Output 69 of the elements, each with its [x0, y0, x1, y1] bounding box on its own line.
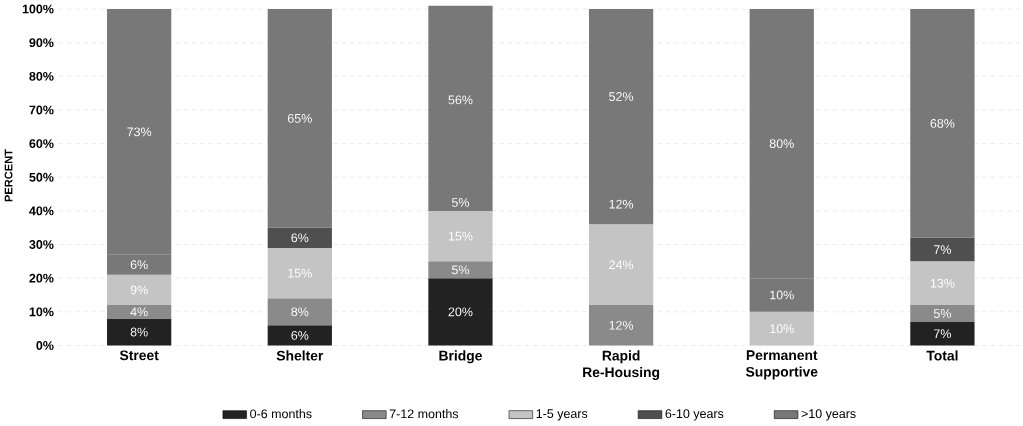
bar — [588, 305, 654, 346]
bar — [267, 325, 332, 346]
bar — [428, 261, 493, 279]
legend-label: 7-12 months — [389, 409, 459, 419]
y-tick-label: 10% — [29, 307, 54, 317]
data-label: 13% — [930, 278, 955, 288]
bar — [107, 274, 172, 306]
data-label: 10% — [770, 324, 794, 334]
bar — [910, 237, 975, 262]
y-tick-label: 20% — [29, 273, 54, 283]
data-label: 5% — [451, 265, 470, 275]
x-tick-label: Shelter — [276, 350, 324, 361]
y-tick-label: 50% — [29, 172, 54, 182]
y-axis-title: PERCENT — [4, 149, 13, 202]
data-label: 52% — [609, 92, 634, 102]
data-label: 7% — [934, 329, 951, 339]
bar — [588, 224, 654, 306]
data-label: 12% — [609, 199, 634, 209]
legend-label: 6-10 years — [665, 409, 724, 421]
bar — [910, 322, 975, 346]
bar — [428, 278, 493, 346]
data-label: 15% — [288, 268, 312, 278]
y-tick-label: 100% — [22, 4, 54, 14]
bar — [910, 305, 975, 323]
data-label: 6% — [291, 233, 309, 243]
data-label: 6% — [291, 331, 309, 340]
x-tick-label: Street — [119, 350, 159, 361]
bar — [428, 211, 493, 262]
data-label: 10% — [770, 290, 794, 300]
legend-label: 0-6 months — [250, 409, 312, 419]
y-tick-label: 40% — [29, 206, 54, 216]
bar — [267, 227, 332, 249]
y-tick-label: 60% — [29, 139, 54, 149]
y-tick-label: 0% — [36, 341, 54, 351]
data-label: 12% — [609, 321, 634, 330]
data-label: 15% — [448, 231, 473, 241]
data-label: 5% — [451, 198, 470, 208]
bar — [267, 298, 332, 326]
data-label: 65% — [287, 114, 312, 123]
data-label: 7% — [934, 245, 951, 255]
y-tick-label: 70% — [29, 105, 54, 115]
data-label: 8% — [130, 327, 148, 337]
bar — [910, 9, 975, 238]
bar — [749, 311, 814, 346]
data-label: 24% — [609, 260, 634, 270]
data-label: 6% — [130, 260, 148, 270]
data-label: 68% — [930, 119, 955, 128]
y-tick-label: 30% — [29, 240, 54, 250]
x-tick-label: Permanent Supportive — [745, 350, 818, 380]
bar — [910, 261, 975, 306]
legend-label: >10 years — [801, 409, 856, 421]
data-label: 73% — [127, 127, 152, 137]
data-label: 8% — [291, 307, 309, 317]
data-label: 4% — [130, 307, 148, 317]
data-label: 56% — [448, 95, 473, 105]
bar — [107, 318, 172, 346]
data-label: 20% — [448, 307, 473, 317]
y-tick-label: 90% — [29, 38, 54, 48]
data-label: 9% — [130, 285, 148, 295]
legend-label: 1-5 years — [536, 409, 588, 421]
y-tick-label: 80% — [29, 72, 54, 81]
x-tick-label: Rapid Re-Housing — [583, 350, 660, 381]
bar — [267, 248, 332, 299]
bar — [267, 9, 332, 228]
x-tick-label: Total — [926, 350, 958, 361]
data-label: 5% — [933, 309, 951, 319]
bar — [107, 305, 172, 319]
x-tick-label: Bridge — [439, 350, 482, 364]
data-label: 80% — [769, 139, 794, 149]
